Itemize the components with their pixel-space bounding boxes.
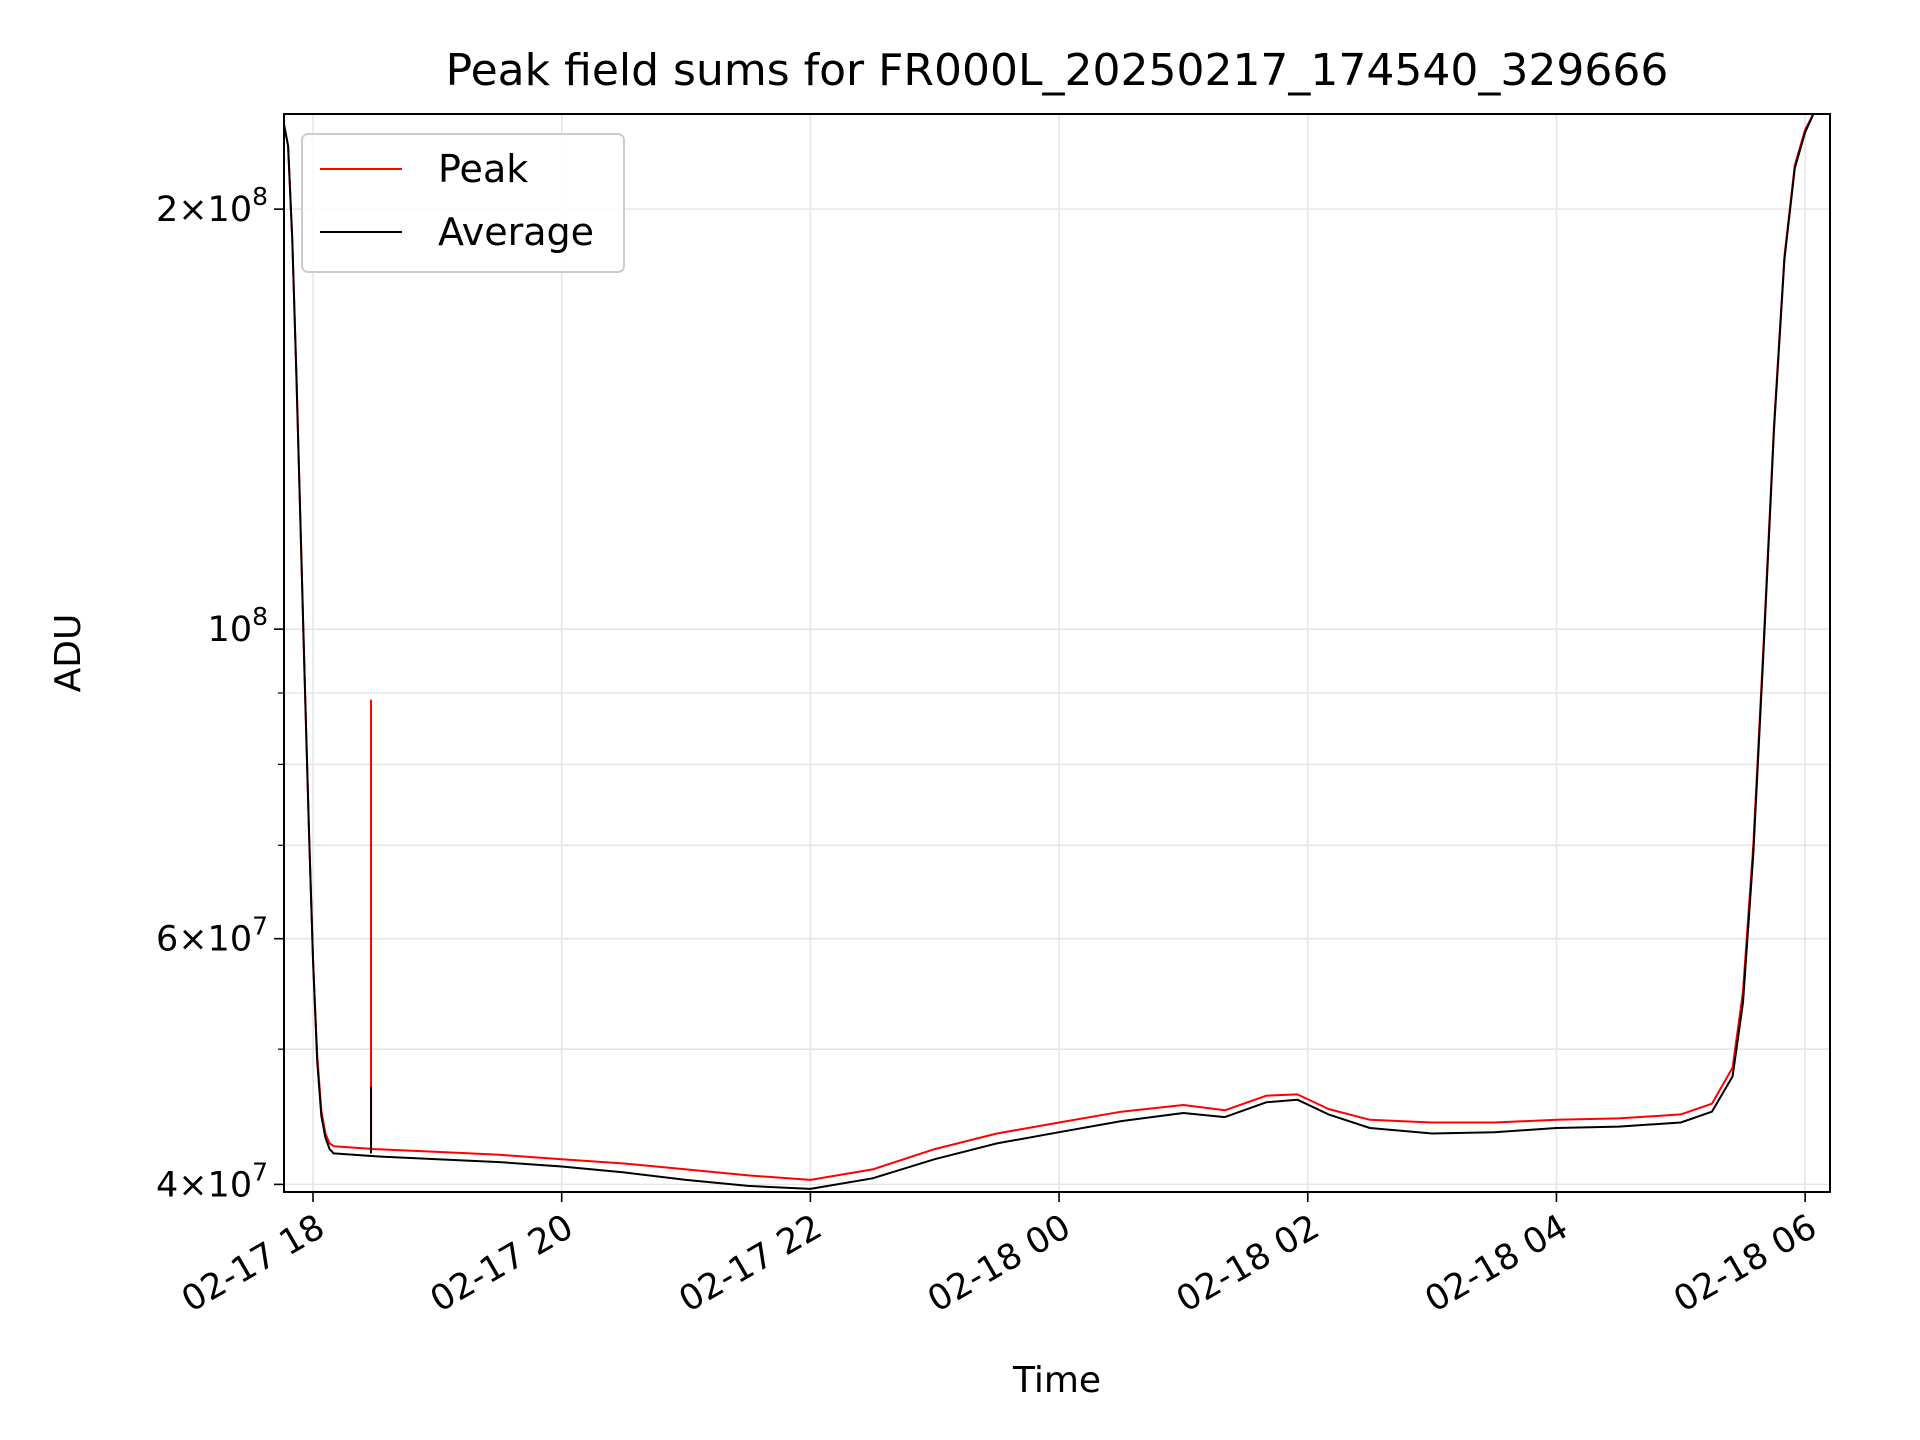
plot-frame <box>283 113 1831 1193</box>
grid <box>284 114 1830 1192</box>
legend: Peak Average <box>301 133 625 273</box>
plot-area <box>283 113 1830 1190</box>
y-axis-label: ADU <box>48 614 89 693</box>
y-tick-label: 2×108 <box>156 182 268 230</box>
y-tick-label: 6×107 <box>156 912 268 960</box>
y-tick-label: 108 <box>208 602 268 650</box>
y-axis: 4×107 6×107 108 2×108 <box>156 182 284 1205</box>
series-line-average <box>283 113 1830 1190</box>
x-axis-label: Time <box>1012 1360 1101 1401</box>
legend-label-average: Average <box>438 210 594 254</box>
legend-label-peak: Peak <box>438 147 528 191</box>
y-tick-label: 4×107 <box>156 1157 268 1205</box>
chart-title: Peak field sums for FR000L_20250217_1745… <box>446 45 1669 96</box>
